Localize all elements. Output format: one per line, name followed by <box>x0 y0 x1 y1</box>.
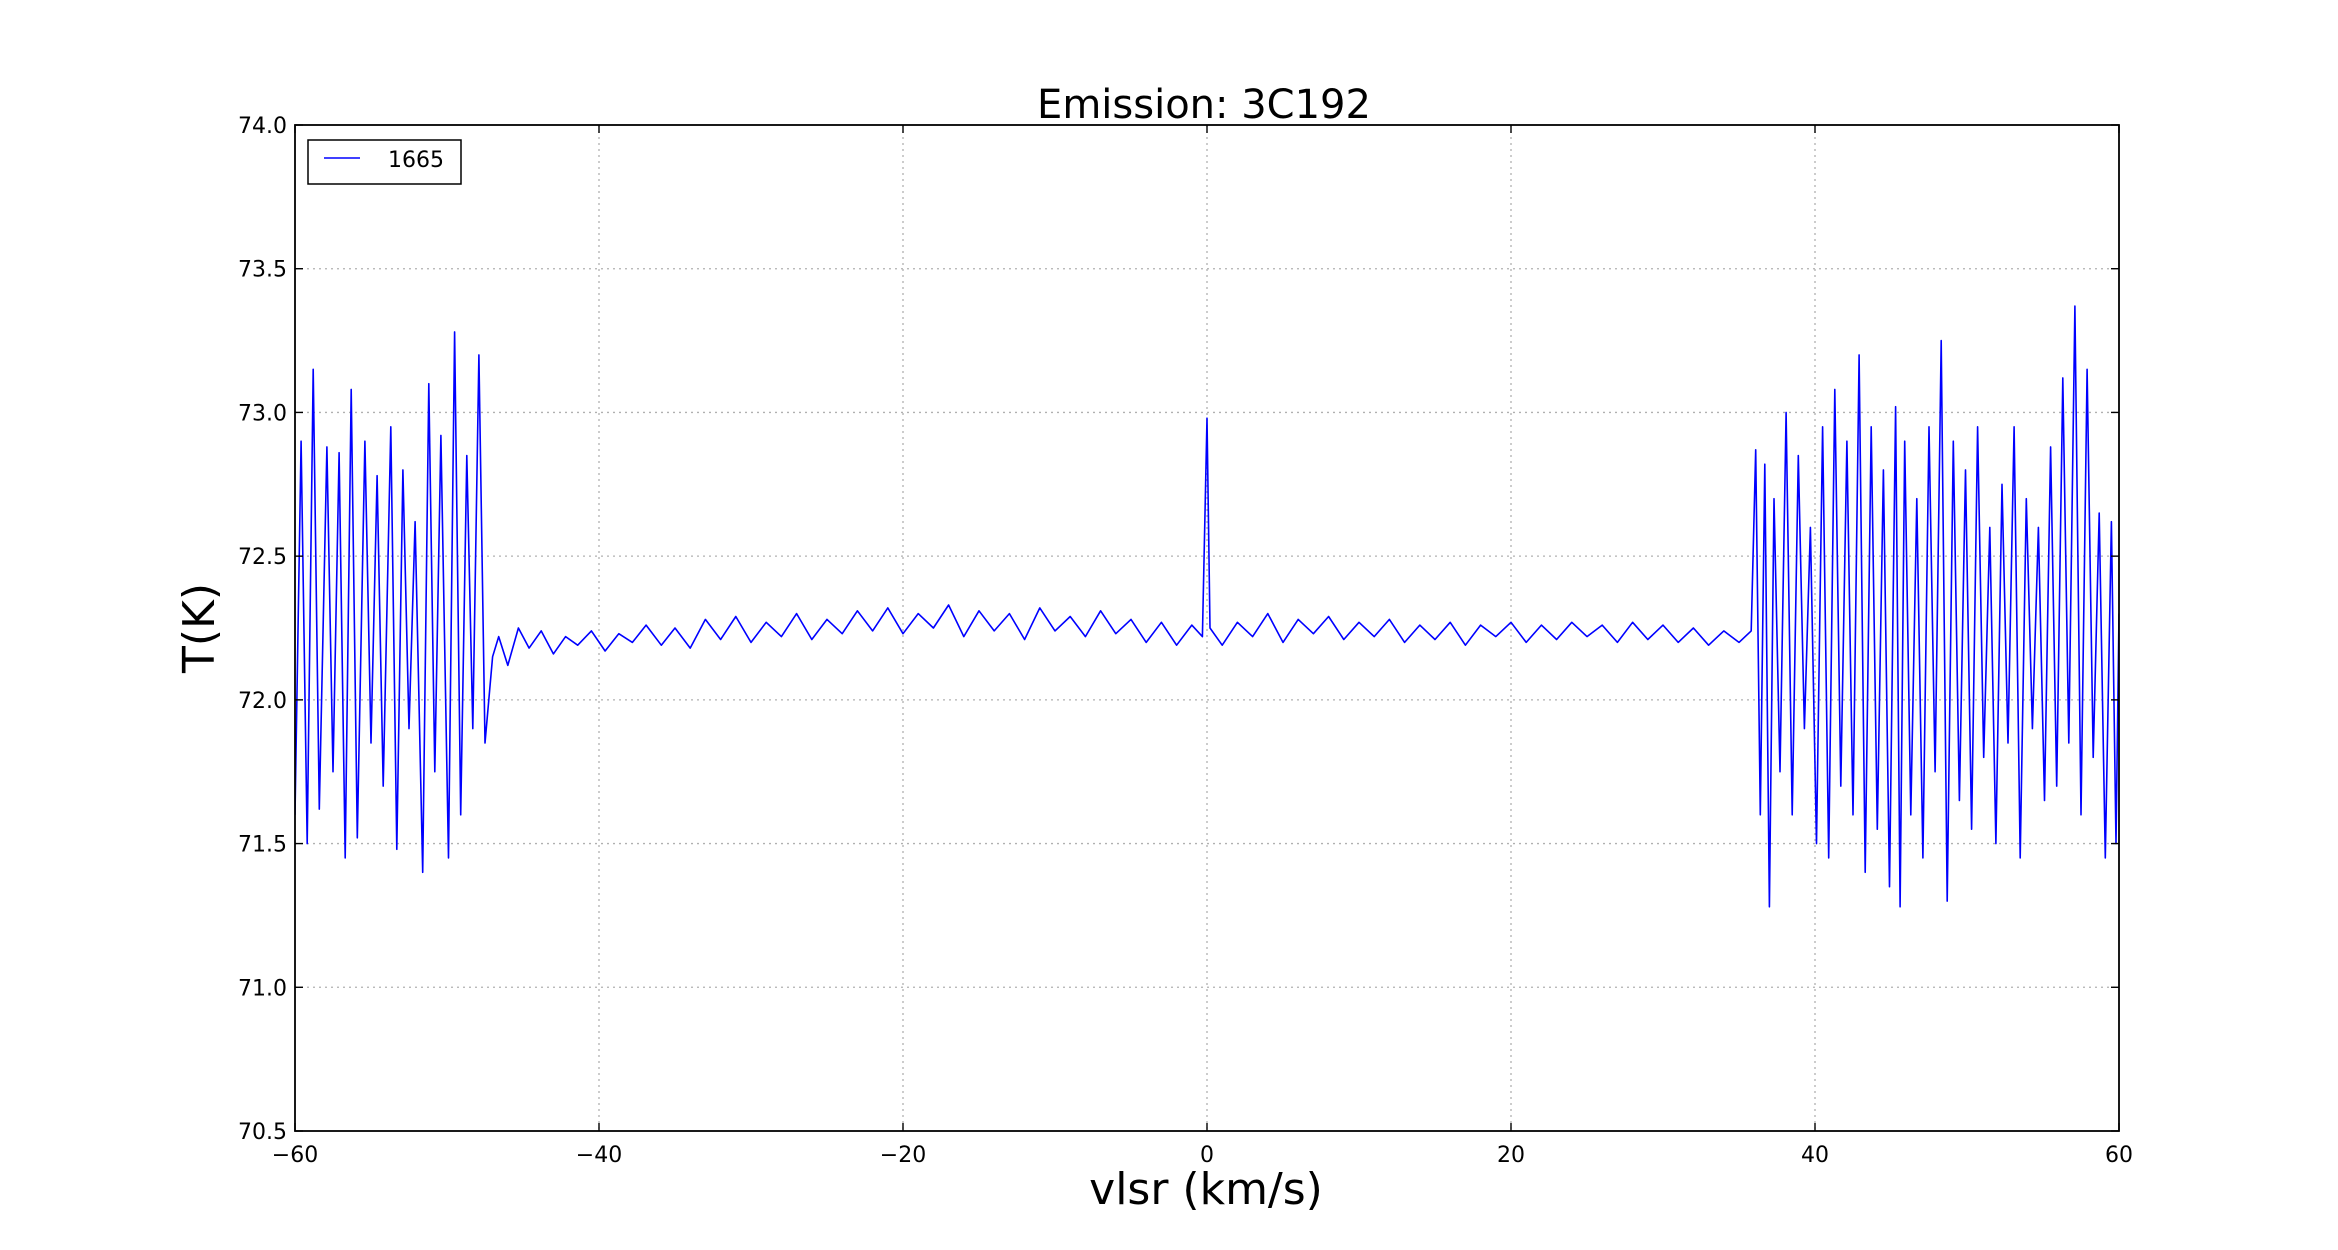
legend-box <box>307 139 462 185</box>
series-layer <box>295 305 2119 908</box>
legend: 1665 <box>307 139 462 185</box>
y-tick-label: 71.5 <box>238 833 287 858</box>
chart-title: Emission: 3C192 <box>1037 82 1371 128</box>
x-tick-label: −20 <box>880 1143 926 1168</box>
x-axis-label: vlsr (km/s) <box>1089 1164 1323 1215</box>
y-tick-label: 73.5 <box>238 258 287 283</box>
y-tick-label: 71.0 <box>238 976 287 1001</box>
y-tick-label: 72.0 <box>238 689 287 714</box>
x-tick-label: 40 <box>1801 1143 1829 1168</box>
y-tick-label: 74.0 <box>238 114 287 139</box>
y-tick-label: 70.5 <box>238 1120 287 1145</box>
legend-label: 1665 <box>388 148 444 173</box>
y-tick-label: 72.5 <box>238 545 287 570</box>
y-axis-label: T(K) <box>174 583 225 674</box>
x-tick-label: 20 <box>1497 1143 1525 1168</box>
x-tick-label: −40 <box>576 1143 622 1168</box>
x-tick-label: 60 <box>2105 1143 2133 1168</box>
series-line-1665 <box>295 305 2119 908</box>
y-tick-labels: 70.5 71.0 71.5 72.0 72.5 73.0 73.5 74.0 <box>238 114 287 1145</box>
grid-lines <box>295 125 2119 1131</box>
axis-ticks <box>294 124 2120 1132</box>
y-tick-label: 73.0 <box>238 401 287 426</box>
x-tick-labels: −60 −40 −20 0 20 40 60 <box>272 1143 2133 1168</box>
x-tick-label: 0 <box>1200 1143 1214 1168</box>
x-tick-label: −60 <box>272 1143 318 1168</box>
